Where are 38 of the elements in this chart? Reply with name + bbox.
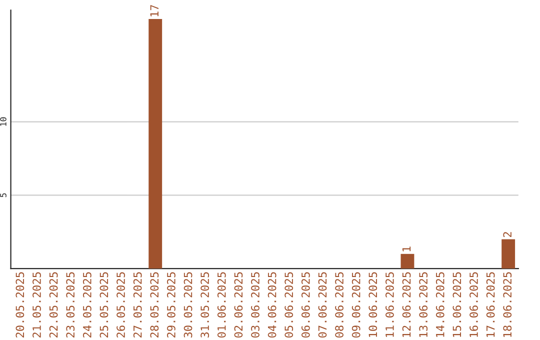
x-tick-label: 09.06.2025 [352,272,360,338]
x-tick-label: 30.05.2025 [184,272,192,338]
data-label: 17 [150,5,158,16]
bar [400,254,414,269]
x-tick-label: 01.06.2025 [217,272,226,338]
y-tick-label: 10 [0,117,6,126]
x-tick-label: 29.05.2025 [167,272,176,338]
x-tick-label: 15.06.2025 [452,272,462,337]
x-tick-label: 03.06.2025 [251,272,260,338]
x-tick-label: 27.05.2025 [133,272,142,338]
data-label: 2 [503,232,512,238]
x-tick-label: 07.06.2025 [318,272,327,338]
x-tick-label: 06.06.2025 [301,272,310,338]
bar [502,239,516,269]
x-tick-label: 04.06.2025 [268,272,276,338]
x-tick-label: 22.05.2025 [49,272,58,338]
x-tick-label: 08.06.2025 [335,272,344,338]
y-tick-label: 5 [0,193,6,198]
x-tick-label: 23.05.2025 [66,272,75,338]
x-tick-label: 12.06.2025 [402,272,411,337]
x-tick-label: 25.05.2025 [100,272,108,338]
x-tick-label: 16.06.2025 [470,272,478,337]
x-tick-label: 13.06.2025 [419,272,428,337]
x-tick-label: 18.06.2025 [503,272,512,337]
x-tick-label: 20.05.2025 [16,272,24,338]
x-tick-label: 26.05.2025 [116,272,125,338]
x-tick-label: 05.06.2025 [284,272,294,338]
x-tick-label: 28.05.2025 [150,272,159,338]
data-label: 1 [402,246,411,252]
x-tick-label: 02.06.2025 [234,272,243,338]
x-tick-label: 21.05.2025 [32,272,41,338]
x-tick-label: 10.06.2025 [368,272,378,337]
x-tick-label: 31.05.2025 [200,272,210,338]
bar [148,19,162,269]
x-tick-label: 11.06.2025 [386,272,394,337]
x-tick-label: 24.05.2025 [82,272,92,338]
x-tick-label: 17.06.2025 [486,272,495,337]
x-tick-label: 14.06.2025 [436,272,444,337]
